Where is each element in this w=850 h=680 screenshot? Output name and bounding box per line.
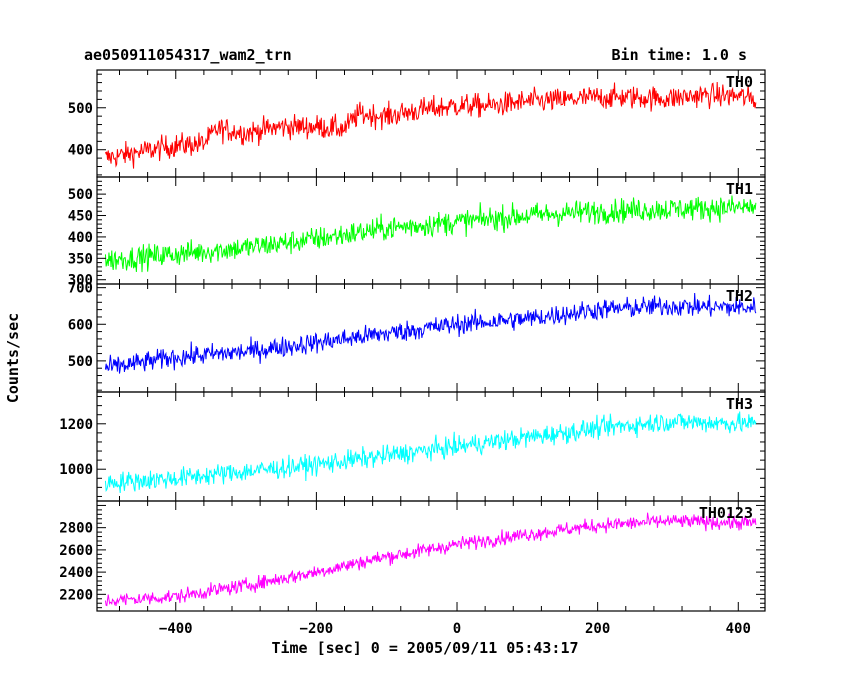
x-tick-label: 200 [585,621,610,637]
x-tick-label: −400 [159,621,193,637]
panel-frame [96,500,766,612]
y-tick-label: 700 [68,281,93,297]
y-tick-label: 350 [68,251,93,267]
series-line-th2 [104,292,757,374]
y-tick-label: 2400 [59,565,93,581]
panel-th0: 400 500 TH0 [68,69,766,178]
y-tick-label: 500 [68,101,93,117]
panel-frame [96,69,766,178]
panel-frame [96,391,766,502]
panel-name-label: TH0 [726,73,753,91]
x-axis: −400 −200 0 200 400 [159,621,751,637]
panel-th0123: 2200 2400 2600 2800 TH0123 [59,500,766,612]
series-line-th3 [104,411,757,494]
y-tick-label: 400 [68,230,93,246]
series-line-th0 [104,81,757,169]
panel-frame [96,283,766,393]
x-axis-label: Time [sec] 0 = 2005/09/11 05:43:17 [271,639,578,657]
y-tick-label: 500 [68,187,93,203]
x-tick-label: −200 [300,621,334,637]
panel-name-label: TH1 [726,180,753,198]
series-line-th1 [104,195,757,273]
y-tick-label: 400 [68,143,93,159]
y-tick-label: 500 [68,354,93,370]
panel-name-label: TH0123 [699,504,753,522]
y-tick-label: 600 [68,317,93,333]
y-tick-label: 2800 [59,521,93,537]
panels: 400 500 TH0 300 350 400 450 500 TH1 500 600 700 TH2 1… [59,69,766,612]
panel-th2: 500 600 700 TH2 [68,281,766,393]
y-tick-label: 2200 [59,587,93,603]
series-line-th0123 [104,512,757,607]
y-tick-label: 1200 [59,417,93,433]
panel-name-label: TH3 [726,395,753,413]
panel-th1: 300 350 400 450 500 TH1 [68,176,766,289]
y-tick-label: 300 [68,273,93,289]
x-tick-label: 400 [726,621,751,637]
y-tick-label: 450 [68,209,93,225]
chart-title: ae050911054317_wam2_trn [84,46,292,64]
y-tick-label: 1000 [59,462,93,478]
bin-time-label: Bin time: 1.0 s [612,46,747,64]
y-axis-label: Counts/sec [4,313,22,403]
panel-name-label: TH2 [726,287,753,305]
y-tick-label: 2600 [59,543,93,559]
x-tick-label: 0 [453,621,461,637]
panel-th3: 1000 1200 TH3 [59,391,766,502]
